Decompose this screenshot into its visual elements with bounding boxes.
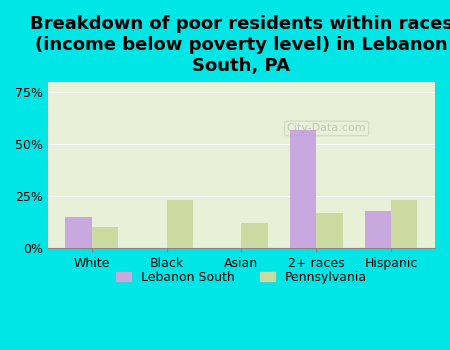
Bar	[290, 130, 316, 248]
Bar	[242, 223, 268, 248]
Bar	[166, 201, 193, 248]
Text: City-Data.com: City-Data.com	[287, 123, 366, 133]
Bar	[365, 211, 391, 248]
Bar	[316, 213, 342, 248]
Legend: Lebanon South, Pennsylvania: Lebanon South, Pennsylvania	[111, 266, 372, 289]
Bar	[65, 217, 92, 248]
Bar	[92, 228, 118, 248]
Bar	[391, 201, 418, 248]
Title: Breakdown of poor residents within races
(income below poverty level) in Lebanon: Breakdown of poor residents within races…	[30, 15, 450, 75]
